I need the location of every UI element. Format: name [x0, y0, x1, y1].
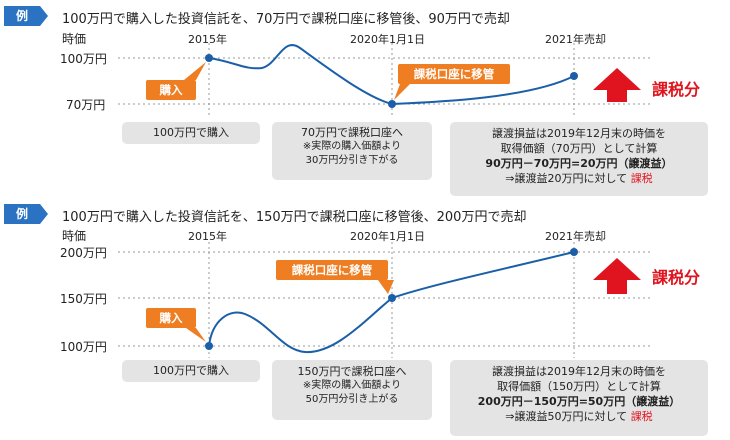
- taxed-label: 課税分: [652, 80, 701, 99]
- x-label-2021: 2021年売却: [545, 33, 606, 46]
- taxed-arrow-icon: [593, 258, 641, 294]
- example-panel-1: 例 100万円で購入した投資信託を、70万円で課税口座に移管後、90万円で売却 …: [4, 6, 708, 196]
- box-calc-line2: 取得価額（150万円）として計算: [497, 380, 661, 393]
- point-purchase: [205, 54, 213, 62]
- callout-transfer-pointer: [378, 280, 394, 294]
- example-tag: 例: [4, 6, 48, 26]
- box-calc-line3: 200万円－150万円=50万円（譲渡益）: [477, 395, 681, 408]
- box-transfer: 70万円で課税口座へ ※実際の購入価額より 30万円分引き下がる: [272, 122, 432, 180]
- box-calc-taxed: 課税: [630, 172, 653, 185]
- callout-buy-pointer: [184, 62, 206, 80]
- example-tag: 例: [4, 204, 48, 224]
- box-buy-text: 100万円で購入: [153, 364, 229, 377]
- point-purchase: [205, 342, 213, 350]
- point-sale: [570, 72, 578, 80]
- point-transfer: [388, 294, 396, 302]
- box-transfer-note2: 30万円分引き下がる: [305, 155, 399, 166]
- example-panel-2: 例 100万円で購入した投資信託を、150万円で課税口座に移管後、200万円で売…: [0, 200, 730, 436]
- box-calc-line4: ⇒譲渡益20万円に対して 課税: [450, 171, 708, 186]
- box-transfer-main: 150万円で課税口座へ: [297, 365, 407, 378]
- chart-1: [118, 43, 650, 115]
- box-buy: 100万円で購入: [122, 122, 260, 144]
- x-label-2020: 2020年1月1日: [350, 230, 425, 243]
- box-calc-line4-prefix: ⇒譲渡益50万円に対して: [505, 410, 628, 423]
- box-buy: 100万円で購入: [122, 360, 260, 382]
- x-label-2015: 2015年: [188, 33, 227, 46]
- box-transfer-note1: ※実際の購入価額より: [302, 380, 402, 391]
- box-transfer: 150万円で課税口座へ ※実際の購入価額より 50万円分引き上がる: [272, 360, 432, 420]
- price-line: [208, 44, 575, 106]
- y-label-70: 70万円: [66, 98, 106, 112]
- box-calc-line2: 取得価額（70万円）として計算: [500, 142, 658, 155]
- taxed-arrow-icon: [593, 68, 641, 102]
- box-transfer-note1: ※実際の購入価額より: [302, 141, 402, 152]
- callout-buy: 購入: [146, 308, 196, 328]
- point-transfer: [388, 100, 396, 108]
- box-calculation: 譲渡損益は2019年12月末の時価を 取得価額（150万円）として計算 200万…: [450, 360, 708, 436]
- box-calc-line4-prefix: ⇒譲渡益20万円に対して: [505, 172, 628, 185]
- point-sale: [570, 248, 578, 256]
- chart-2: [118, 242, 650, 358]
- price-line: [208, 251, 575, 354]
- y-label-100: 100万円: [60, 340, 107, 354]
- box-calc-line1: 譲渡損益は2019年12月末の時価を: [492, 127, 666, 140]
- x-label-2015: 2015年: [188, 230, 227, 243]
- box-transfer-note2: 50万円分引き上がる: [305, 394, 399, 405]
- box-calc-line1: 譲渡損益は2019年12月末の時価を: [492, 365, 666, 378]
- y-axis-title: 時価: [62, 229, 87, 243]
- box-buy-text: 100万円で購入: [153, 126, 229, 139]
- callout-transfer: 課税口座に移管: [276, 260, 388, 280]
- x-label-2021: 2021年売却: [545, 230, 606, 243]
- callout-buy: 購入: [146, 80, 196, 100]
- y-label-150: 150万円: [60, 292, 107, 306]
- example-heading: 100万円で購入した投資信託を、70万円で課税口座に移管後、90万円で売却: [62, 12, 510, 27]
- y-label-100: 100万円: [60, 52, 107, 66]
- box-calculation: 譲渡損益は2019年12月末の時価を 取得価額（70万円）として計算 90万円－…: [450, 122, 708, 196]
- taxed-label: 課税分: [652, 268, 701, 287]
- y-axis-title: 時価: [62, 32, 87, 46]
- example-heading: 100万円で購入した投資信託を、150万円で課税口座に移管後、200万円で売却: [62, 210, 527, 225]
- box-calc-line4: ⇒譲渡益50万円に対して 課税: [450, 409, 708, 424]
- box-transfer-main: 70万円で課税口座へ: [301, 126, 403, 139]
- box-calc-taxed: 課税: [630, 410, 653, 423]
- callout-transfer-pointer: [394, 84, 410, 100]
- box-calc-line3: 90万円－70万円=20万円（譲渡益）: [485, 157, 673, 170]
- y-label-200: 200万円: [60, 246, 107, 260]
- callout-transfer: 課税口座に移管: [398, 64, 510, 84]
- x-label-2020: 2020年1月1日: [350, 33, 425, 46]
- callout-buy-pointer: [186, 328, 206, 342]
